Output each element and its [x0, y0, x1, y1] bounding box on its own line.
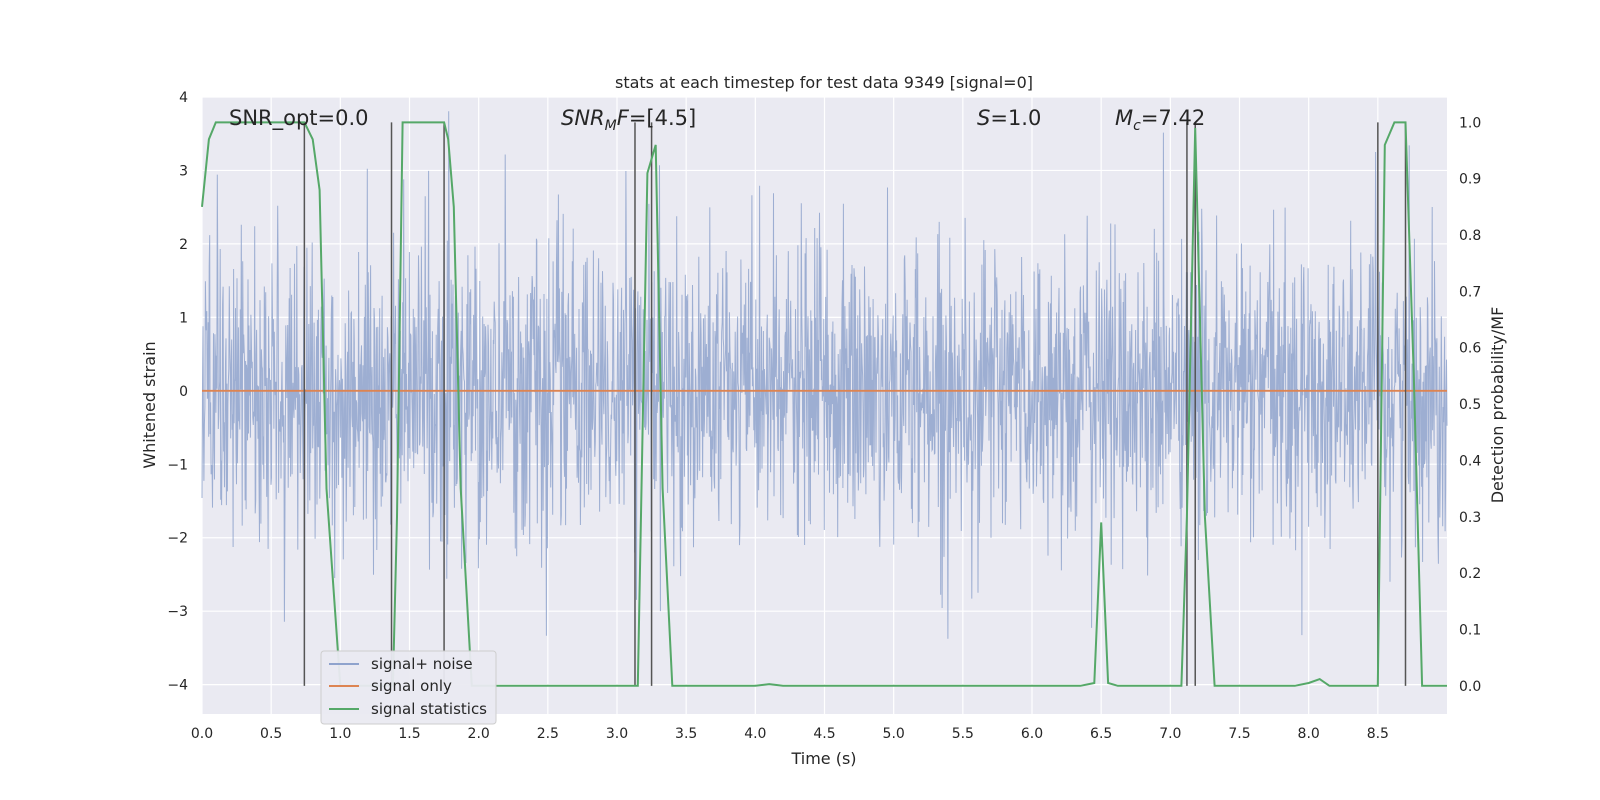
x-tick-label: 0.0 [191, 726, 213, 742]
x-tick-label: 8.5 [1367, 726, 1389, 742]
chart-title: stats at each timestep for test data 934… [615, 73, 1033, 92]
x-tick-label: 1.0 [329, 726, 351, 742]
x-tick-label: 6.0 [1021, 726, 1043, 742]
y-tick-label: −2 [167, 531, 188, 547]
marker-lines [303, 122, 1407, 686]
x-tick-label: 7.0 [1159, 726, 1181, 742]
y2-tick-label: 0.0 [1459, 679, 1481, 695]
y2-tick-label: 0.6 [1459, 341, 1481, 357]
y-axis-label: Whitened strain [140, 341, 159, 468]
y2-tick-label: 0.2 [1459, 566, 1481, 582]
x-tick-label: 5.5 [952, 726, 974, 742]
y2-tick-label: 0.7 [1459, 284, 1481, 300]
y2-tick-label: 0.1 [1459, 622, 1481, 638]
y-tick-label: 2 [179, 237, 188, 253]
legend-box [320, 650, 497, 725]
y-tick-label: 4 [179, 90, 188, 106]
annotation-s: S=1.0 [977, 106, 1041, 130]
x-tick-label: 1.5 [398, 726, 420, 742]
annotations: SNR_opt=0.0 SNRMF=[4.5] S=1.0 Mc=7.42 [229, 106, 1205, 134]
annotation-snr-mf: SNRMF=[4.5] [561, 106, 696, 134]
y-tick-label: 3 [179, 163, 188, 179]
y2-tick-label: 0.9 [1459, 172, 1481, 188]
x-tick-label: 2.5 [537, 726, 559, 742]
legend-label-signal: signal only [371, 677, 452, 695]
y2-tick-label: 0.3 [1459, 510, 1481, 526]
x-tick-label: 8.0 [1298, 726, 1320, 742]
x-tick-label: 6.5 [1090, 726, 1112, 742]
legend-label-noise: signal+ noise [371, 655, 473, 673]
series-signal-statistics [201, 121, 1447, 687]
x-tick-label: 3.5 [675, 726, 697, 742]
y-tick-label: 0 [179, 384, 188, 400]
y-tick-labels: 4 3 2 1 0 −1 −2 −3 −4 [167, 90, 188, 694]
x-axis-label: Time (s) [790, 749, 856, 768]
annotation-mc: Mc=7.42 [1115, 106, 1205, 134]
y2-tick-label: 1.0 [1459, 115, 1481, 131]
y-tick-label: −1 [167, 457, 188, 473]
legend: signal+ noise signal only signal statist… [320, 650, 497, 725]
noise-trace [201, 111, 1448, 649]
legend-label-stats: signal statistics [371, 700, 487, 718]
x-tick-label: 3.0 [606, 726, 628, 742]
y2-tick-label: 0.8 [1459, 228, 1481, 244]
x-tick-label: 2.0 [468, 726, 490, 742]
y2-axis-label: Detection probability/MF [1488, 307, 1507, 504]
x-tick-label: 4.0 [744, 726, 766, 742]
x-tick-label: 0.5 [260, 726, 282, 742]
y2-tick-label: 0.5 [1459, 397, 1481, 413]
x-tick-labels: 0.0 0.5 1.0 1.5 2.0 2.5 3.0 3.5 4.0 4.5 5.0 5.5 6.0 6… [191, 726, 1389, 742]
series-signal-noise [201, 111, 1448, 649]
x-tick-label: 7.5 [1228, 726, 1250, 742]
y-tick-label: 1 [179, 310, 188, 326]
y-tick-label: −4 [167, 678, 188, 694]
x-tick-label: 4.5 [813, 726, 835, 742]
x-tick-label: 5.0 [883, 726, 905, 742]
y-tick-label: −3 [167, 604, 188, 620]
annotation-snr-opt: SNR_opt=0.0 [229, 106, 369, 131]
y2-tick-labels: 1.0 0.9 0.8 0.7 0.6 0.5 0.4 0.3 0.2 0.1 0.0 [1459, 115, 1481, 694]
y2-tick-label: 0.4 [1459, 453, 1481, 469]
